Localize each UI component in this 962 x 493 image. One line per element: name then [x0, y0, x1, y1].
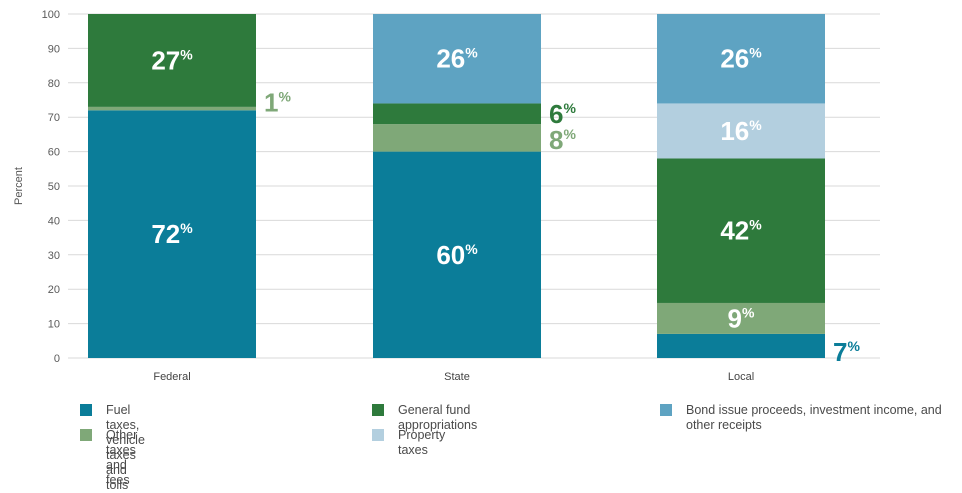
y-tick-label: 40: [48, 215, 60, 227]
x-category-label: Local: [728, 371, 754, 383]
data-label: 60%: [436, 240, 478, 270]
x-category-label: Federal: [153, 371, 190, 383]
bar-segment: [373, 103, 541, 125]
y-tick-label: 30: [48, 250, 60, 262]
legend-label: Bond issue proceeds, investment income, …: [686, 403, 942, 432]
bar-segment: [88, 110, 256, 358]
bar-segment: [657, 103, 825, 159]
legend-label: Other taxes and fees: [106, 428, 138, 487]
y-tick-label: 10: [48, 319, 60, 331]
legend-label: General fund appropriations: [398, 403, 478, 432]
y-tick-label: 50: [48, 181, 60, 193]
bar-segment: [657, 14, 825, 104]
data-label: 42%: [720, 216, 762, 246]
data-label: 1%: [264, 88, 291, 118]
legend-item: Other taxes and fees: [80, 428, 137, 488]
data-label: 27%: [151, 45, 193, 75]
y-tick-label: 0: [54, 353, 60, 365]
legend-swatch: [80, 429, 92, 441]
legend-swatch: [372, 429, 384, 441]
data-label: 26%: [436, 44, 478, 74]
legend-item: Property taxes: [372, 428, 445, 458]
data-label: 72%: [151, 219, 193, 249]
y-tick-label: 20: [48, 284, 60, 296]
y-tick-label: 80: [48, 78, 60, 90]
legend-swatch: [372, 404, 384, 416]
bar-segment: [373, 151, 541, 358]
legend-item: Bond issue proceeds, investment income, …: [660, 403, 950, 433]
y-tick-label: 60: [48, 147, 60, 159]
data-label: 9%: [728, 303, 755, 333]
bar-segment: [657, 302, 825, 334]
bar-segment: [373, 124, 541, 152]
y-tick-label: 100: [42, 9, 60, 21]
stacked-bar-chart: 0 10 20 30 40 50 60 70 80 90 100 Percent Federal Stat…: [13, 9, 880, 383]
data-label: 7%: [833, 337, 860, 367]
x-category-label: State: [444, 371, 470, 383]
data-label: 6%: [549, 99, 576, 129]
y-tick-label: 70: [48, 112, 60, 124]
data-label: 26%: [720, 44, 762, 74]
y-tick-label: 90: [48, 43, 60, 55]
legend-swatch: [660, 404, 672, 416]
y-axis-label: Percent: [13, 167, 25, 205]
data-label: 16%: [720, 116, 762, 146]
bar-segment: [88, 106, 256, 111]
bar-segment: [657, 333, 825, 358]
legend-item: General fund appropriations: [372, 403, 477, 433]
data-label: 8%: [549, 125, 576, 155]
legend-label: Property taxes: [398, 428, 446, 457]
bar-segment: [88, 14, 256, 107]
bar-segment: [657, 158, 825, 303]
bar-segment: [373, 14, 541, 104]
legend-swatch: [80, 404, 92, 416]
